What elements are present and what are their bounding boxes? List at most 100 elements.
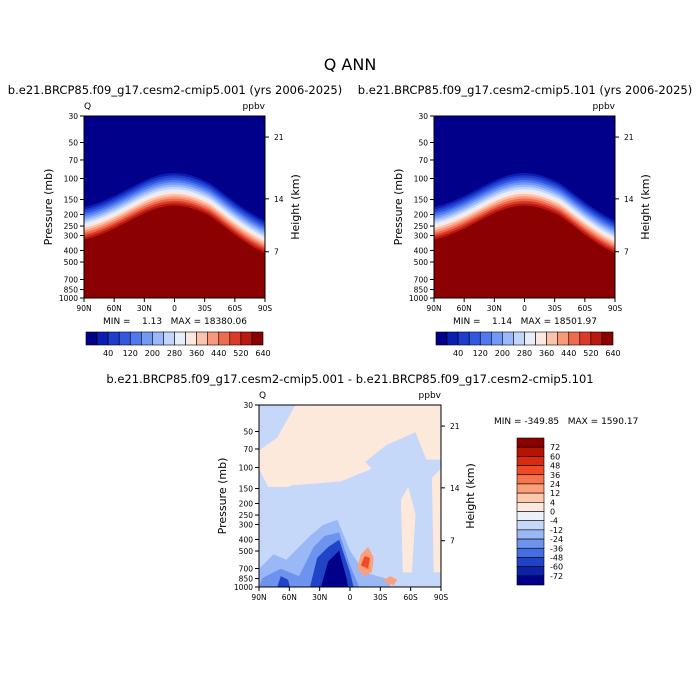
panel-3-xtick-label: 60N: [282, 593, 297, 602]
panel-3-colorbar-label: 36: [550, 471, 560, 480]
panel-3-band-positive-light: [431, 468, 441, 573]
panel-1-colorbar-box: [118, 331, 131, 346]
panel-2-xtick-label: 0: [522, 304, 527, 313]
panel-3-band-positive: [360, 556, 370, 569]
panel-1-height-tick-label: 21: [274, 133, 284, 142]
panel-3-xtick-label: 60S: [404, 593, 419, 602]
panel-2-height-tick-label: 21: [624, 133, 634, 142]
panel-1-colorbar-label: 520: [233, 349, 248, 358]
panel-1-contours: [84, 172, 265, 298]
panel-1-ytick-label: 700: [64, 275, 79, 284]
panel-3-colorbar-label: 24: [550, 480, 560, 489]
panel-1-ytick-label: 1000: [59, 294, 78, 303]
panel-2-ytick-label: 150: [414, 196, 429, 205]
panel-1-title: b.e21.BRCP85.f09_g17.cesm2-cmip5.001 (yr…: [8, 83, 342, 97]
panel-3-colorbar-label: -12: [550, 526, 563, 535]
panel-3-colorbar-box: [516, 474, 545, 485]
panel-3-colorbar-label: 60: [550, 452, 560, 461]
panel-3-units: ppbv: [419, 391, 442, 401]
panel-3-colorbar-box: [516, 547, 545, 558]
panel-1-colorbar-box: [107, 331, 120, 346]
panel-2-ytick-label: 700: [414, 275, 429, 284]
panel-1-colorbar-box: [218, 331, 231, 346]
panel-3-ytick-label: 500: [239, 547, 254, 556]
panel-3-min-max: MIN = -349.85 MAX = 1590.17: [494, 417, 638, 427]
panel-1-colorbar-box: [174, 331, 186, 346]
panel-2-min-max: MIN = 1.14 MAX = 18501.97: [453, 317, 597, 327]
panel-1-colorbar-box: [141, 331, 153, 346]
panel-1-xtick-label: 90N: [76, 304, 91, 313]
panel-2-colorbar-box: [468, 331, 481, 346]
panel-2-ytick-label: 500: [414, 258, 429, 267]
panel-1: b.e21.BRCP85.f09_g17.cesm2-cmip5.001 (yr…: [8, 83, 342, 358]
panel-2-colorbar-box: [535, 331, 547, 346]
panel-3-xtick-label: 90N: [251, 593, 266, 602]
panel-3-ytick-label: 1000: [234, 583, 253, 592]
panel-1-colorbar-label: 280: [167, 349, 182, 358]
panel-2-ytick-label: 300: [414, 232, 429, 241]
panel-3-height-tick-label: 21: [450, 422, 460, 431]
panel-3-ytick-label: 850: [239, 575, 254, 584]
panel-3-ytick-label: 700: [239, 564, 254, 573]
panel-2-colorbar-box: [491, 331, 503, 346]
panel-1-colorbar-box: [129, 331, 142, 346]
panel-3-colorbar-box: [516, 538, 545, 549]
panel-1-height-tick-label: 14: [274, 195, 284, 204]
panel-2-xtick-label: 60S: [578, 304, 593, 313]
panel-3-plot: [258, 404, 442, 588]
panel-3-ytick-label: 100: [239, 463, 254, 472]
panel-3-band-negative: [277, 576, 290, 587]
panel-2-colorbar-box: [502, 331, 514, 346]
panel-2-colorbar-box: [601, 331, 614, 346]
panel-1-xtick-label: 0: [172, 304, 177, 313]
panel-3-colorbar-label: 72: [550, 443, 560, 452]
panel-3-colorbar-box: [516, 575, 545, 586]
panel-3-ylabel-right: Height (km): [464, 463, 477, 529]
panel-2-xtick-label: 30N: [487, 304, 502, 313]
panel-3-xtick-label: 90S: [434, 593, 449, 602]
panel-2-plot: [433, 115, 616, 299]
panel-3-band-positive-light: [401, 486, 416, 573]
panel-2-ytick-label: 50: [418, 139, 428, 148]
panel-1-colorbar: 40 120 200 280 360 440 520 640: [85, 331, 271, 358]
panel-3-ytick-label: 300: [239, 521, 254, 530]
panel-1-colorbar-label: 40: [103, 349, 113, 358]
panel-3-band-positive: [382, 576, 398, 586]
panel-3-colorbar-box: [516, 511, 545, 521]
panel-1-ylabel-right: Height (km): [289, 174, 302, 240]
panel-1-ytick-label: 50: [68, 139, 78, 148]
panel-3-colorbar-label: 0: [550, 508, 555, 517]
panel-2-xtick-label: 60N: [457, 304, 472, 313]
panel-3-colorbar-box: [516, 557, 545, 567]
panel-3-colorbar-label: -72: [550, 572, 563, 581]
panel-3-contours: [259, 405, 441, 587]
panel-3-colorbar-box: [516, 446, 545, 457]
panel-3-colorbar-label: -24: [550, 535, 563, 544]
panel-3-left-label: Q: [259, 391, 266, 401]
panel-1-ytick-label: 300: [64, 232, 79, 241]
panel-1-ytick-label: 30: [68, 112, 78, 121]
panel-3-ytick-label: 150: [239, 485, 254, 494]
panel-2-colorbar-box: [513, 331, 525, 346]
panel-3-xtick-label: 30S: [373, 593, 388, 602]
panel-2-colorbar-box: [546, 331, 558, 346]
panel-1-height-tick-label: 7: [274, 248, 279, 257]
panel-3-colorbar-box: [516, 483, 545, 494]
panel-1-colorbar-box: [207, 331, 220, 346]
panel-2-ytick-label: 30: [418, 112, 428, 121]
panel-1-axes: 305070100150200250300400500700850100090N…: [59, 112, 284, 313]
panel-2-units: ppbv: [593, 102, 616, 112]
panel-2-colorbar-box: [590, 331, 603, 346]
panel-2-xtick-label: 90N: [426, 304, 441, 313]
panel-1-ytick-label: 200: [64, 210, 79, 219]
panel-2-core: [434, 223, 615, 298]
panel-2-axes: 305070100150200250300400500700850100090N…: [409, 112, 634, 313]
panel-1-colorbar-label: 200: [145, 349, 160, 358]
panel-2-colorbar-box: [479, 331, 492, 346]
panel-1-ytick-label: 70: [68, 156, 78, 165]
panel-2-colorbar-box: [446, 331, 459, 346]
panel-2-colorbar-label: 440: [561, 349, 576, 358]
panel-1-plot: [83, 115, 266, 299]
panel-3-colorbar-label: 4: [550, 498, 555, 507]
